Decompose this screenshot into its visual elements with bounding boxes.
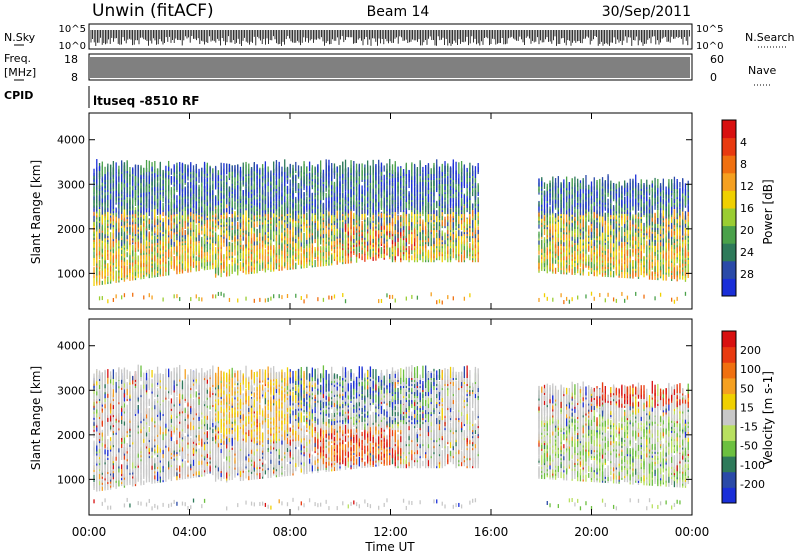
cpid-label: CPID bbox=[4, 89, 33, 102]
cpid-text: ltuseq -8510 RF bbox=[93, 94, 199, 108]
freq-marks bbox=[90, 57, 690, 78]
station-title: Unwin (fitACF) bbox=[92, 1, 214, 21]
nsky-strip-frame bbox=[88, 23, 693, 50]
beam-title: Beam 14 bbox=[367, 4, 430, 20]
nave-tick-bottom: 0 bbox=[710, 71, 717, 84]
nave-label: Nave bbox=[748, 64, 776, 77]
freq-tick-bottom: 8 bbox=[71, 71, 78, 84]
freq-tick-top: 18 bbox=[64, 53, 78, 66]
nsky-tick-bottom: 10^0 bbox=[59, 41, 86, 52]
freq-label: Freq. bbox=[4, 52, 31, 65]
nsearch-tick-top: 10^5 bbox=[696, 24, 723, 35]
nsearch-label: N.Search bbox=[745, 31, 795, 44]
nsearch-tick-bottom: 10^0 bbox=[696, 41, 723, 52]
date-title: 30/Sep/2011 bbox=[602, 4, 691, 20]
nsky-marks bbox=[90, 30, 690, 46]
power-scatter bbox=[93, 158, 689, 305]
freq-unit-label: [MHz] bbox=[4, 66, 36, 79]
freq-strip-frame bbox=[88, 53, 693, 81]
nsky-label: N.Sky bbox=[4, 31, 36, 44]
nsky-tick-top: 10^5 bbox=[59, 24, 86, 35]
nave-tick-top: 60 bbox=[710, 53, 724, 66]
